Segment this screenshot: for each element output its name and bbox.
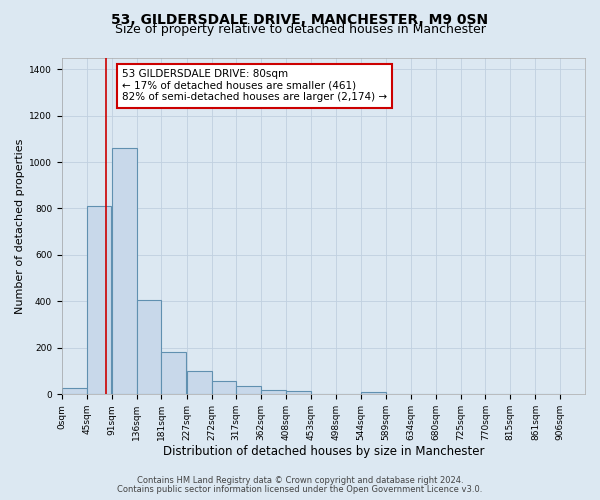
Bar: [286, 392, 311, 394]
Y-axis label: Number of detached properties: Number of detached properties: [15, 138, 25, 314]
Text: Contains HM Land Registry data © Crown copyright and database right 2024.: Contains HM Land Registry data © Crown c…: [137, 476, 463, 485]
Text: 53, GILDERSDALE DRIVE, MANCHESTER, M9 0SN: 53, GILDERSDALE DRIVE, MANCHESTER, M9 0S…: [112, 12, 488, 26]
Bar: [62, 388, 86, 394]
Bar: [112, 148, 137, 394]
Bar: [137, 300, 161, 394]
Text: Size of property relative to detached houses in Manchester: Size of property relative to detached ho…: [115, 22, 485, 36]
Bar: [236, 386, 261, 394]
Bar: [261, 390, 286, 394]
Bar: [187, 371, 212, 394]
Bar: [212, 382, 236, 394]
Bar: [86, 206, 112, 394]
Text: Contains public sector information licensed under the Open Government Licence v3: Contains public sector information licen…: [118, 485, 482, 494]
Text: 53 GILDERSDALE DRIVE: 80sqm
← 17% of detached houses are smaller (461)
82% of se: 53 GILDERSDALE DRIVE: 80sqm ← 17% of det…: [122, 70, 387, 102]
Bar: [161, 352, 186, 394]
Bar: [361, 392, 386, 394]
X-axis label: Distribution of detached houses by size in Manchester: Distribution of detached houses by size …: [163, 444, 484, 458]
